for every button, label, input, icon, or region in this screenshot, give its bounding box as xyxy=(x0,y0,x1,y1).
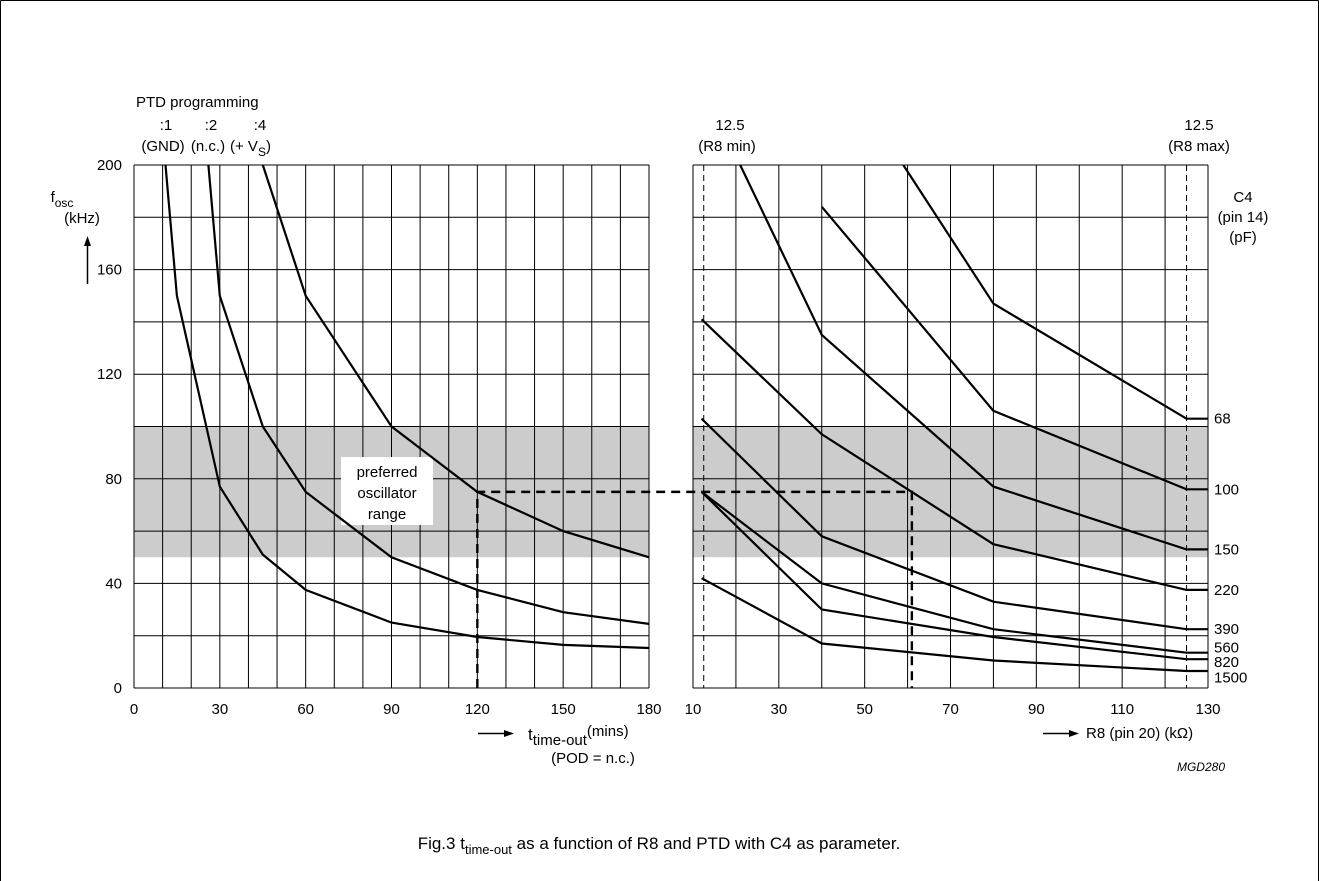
right-tick-labels: 10 30 50 70 90 110 130 xyxy=(685,701,1221,718)
ptd-4-top: :4 xyxy=(254,117,267,134)
x-axis-note-left: (POD = n.c.) xyxy=(551,750,635,767)
c4-title-1: C4 xyxy=(1233,189,1252,206)
right-series-68 xyxy=(903,165,1208,419)
right-x-tick-label: 90 xyxy=(1028,701,1045,718)
c4-title-2: (pin 14) xyxy=(1218,209,1269,226)
c4-value-label: 220 xyxy=(1214,582,1239,599)
right-x-tick-label: 70 xyxy=(942,701,959,718)
right-x-tick-label: 110 xyxy=(1110,701,1134,718)
ptd-4-bottom: (+ VS) xyxy=(230,138,271,159)
right-x-tick-label: 10 xyxy=(685,701,702,718)
c4-value-label: 390 xyxy=(1214,621,1239,638)
preferred-range-label-3: range xyxy=(368,506,406,523)
y-tick-label: 160 xyxy=(97,262,122,279)
left-x-tick-label: 0 xyxy=(130,701,138,718)
y-tick-label: 40 xyxy=(105,575,122,592)
c4-value-label: 820 xyxy=(1214,654,1239,671)
ptd-title: PTD programming xyxy=(136,94,259,111)
y-tick-label: 200 xyxy=(97,157,122,174)
ptd-1-top: :1 xyxy=(160,117,173,134)
c4-value-label: 100 xyxy=(1214,481,1239,498)
left-x-tick-label: 60 xyxy=(297,701,314,718)
y-axis-unit: (kHz) xyxy=(64,210,100,227)
preferred-range-label-1: preferred xyxy=(357,464,418,481)
figure-caption: Fig.3 ttime-out as a function of R8 and … xyxy=(418,834,901,857)
y-tick-label: 120 xyxy=(97,366,122,383)
y-axis-label: fosc xyxy=(51,189,74,210)
x-axis-arrow-right-head xyxy=(1069,730,1079,737)
right-series-1500 xyxy=(702,578,1208,671)
c4-value-label: 150 xyxy=(1214,541,1239,558)
right-x-tick-label: 30 xyxy=(770,701,787,718)
right-x-tick-label: 130 xyxy=(1195,701,1220,718)
r8-max-value: 12.5 xyxy=(1184,117,1213,134)
ptd-2-top: :2 xyxy=(205,117,218,134)
x-axis-arrow-left-head xyxy=(504,730,514,737)
x-axis-label-left: ttime-out(mins) xyxy=(528,723,629,749)
right-series xyxy=(702,165,1208,671)
left-x-tick-label: 90 xyxy=(383,701,400,718)
left-series-1 xyxy=(166,165,650,648)
r8-min-value: 12.5 xyxy=(715,117,744,134)
left-series xyxy=(166,165,650,648)
r8-min-label: (R8 min) xyxy=(698,138,756,155)
x-axis-label-right: R8 (pin 20) (kΩ) xyxy=(1086,725,1193,742)
right-x-tick-label: 50 xyxy=(856,701,873,718)
ptd-2-bottom: (n.c.) xyxy=(191,138,225,155)
c4-title-3: (pF) xyxy=(1229,229,1257,246)
y-tick-label: 80 xyxy=(105,471,122,488)
ptd-1-bottom: (GND) xyxy=(141,138,184,155)
preferred-range-label-2: oscillator xyxy=(357,485,416,502)
y-axis-arrow-head xyxy=(84,236,91,246)
figure-code: MGD280 xyxy=(1177,760,1225,774)
left-x-tick-label: 30 xyxy=(211,701,228,718)
left-x-tick-label: 180 xyxy=(636,701,661,718)
left-x-tick-label: 150 xyxy=(551,701,576,718)
right-grid xyxy=(693,165,1208,688)
c4-value-label: 68 xyxy=(1214,411,1231,428)
y-tick-label: 0 xyxy=(114,680,122,697)
c4-value-label: 1500 xyxy=(1214,670,1247,687)
r8-max-label: (R8 max) xyxy=(1168,138,1230,155)
left-x-tick-label: 120 xyxy=(465,701,490,718)
